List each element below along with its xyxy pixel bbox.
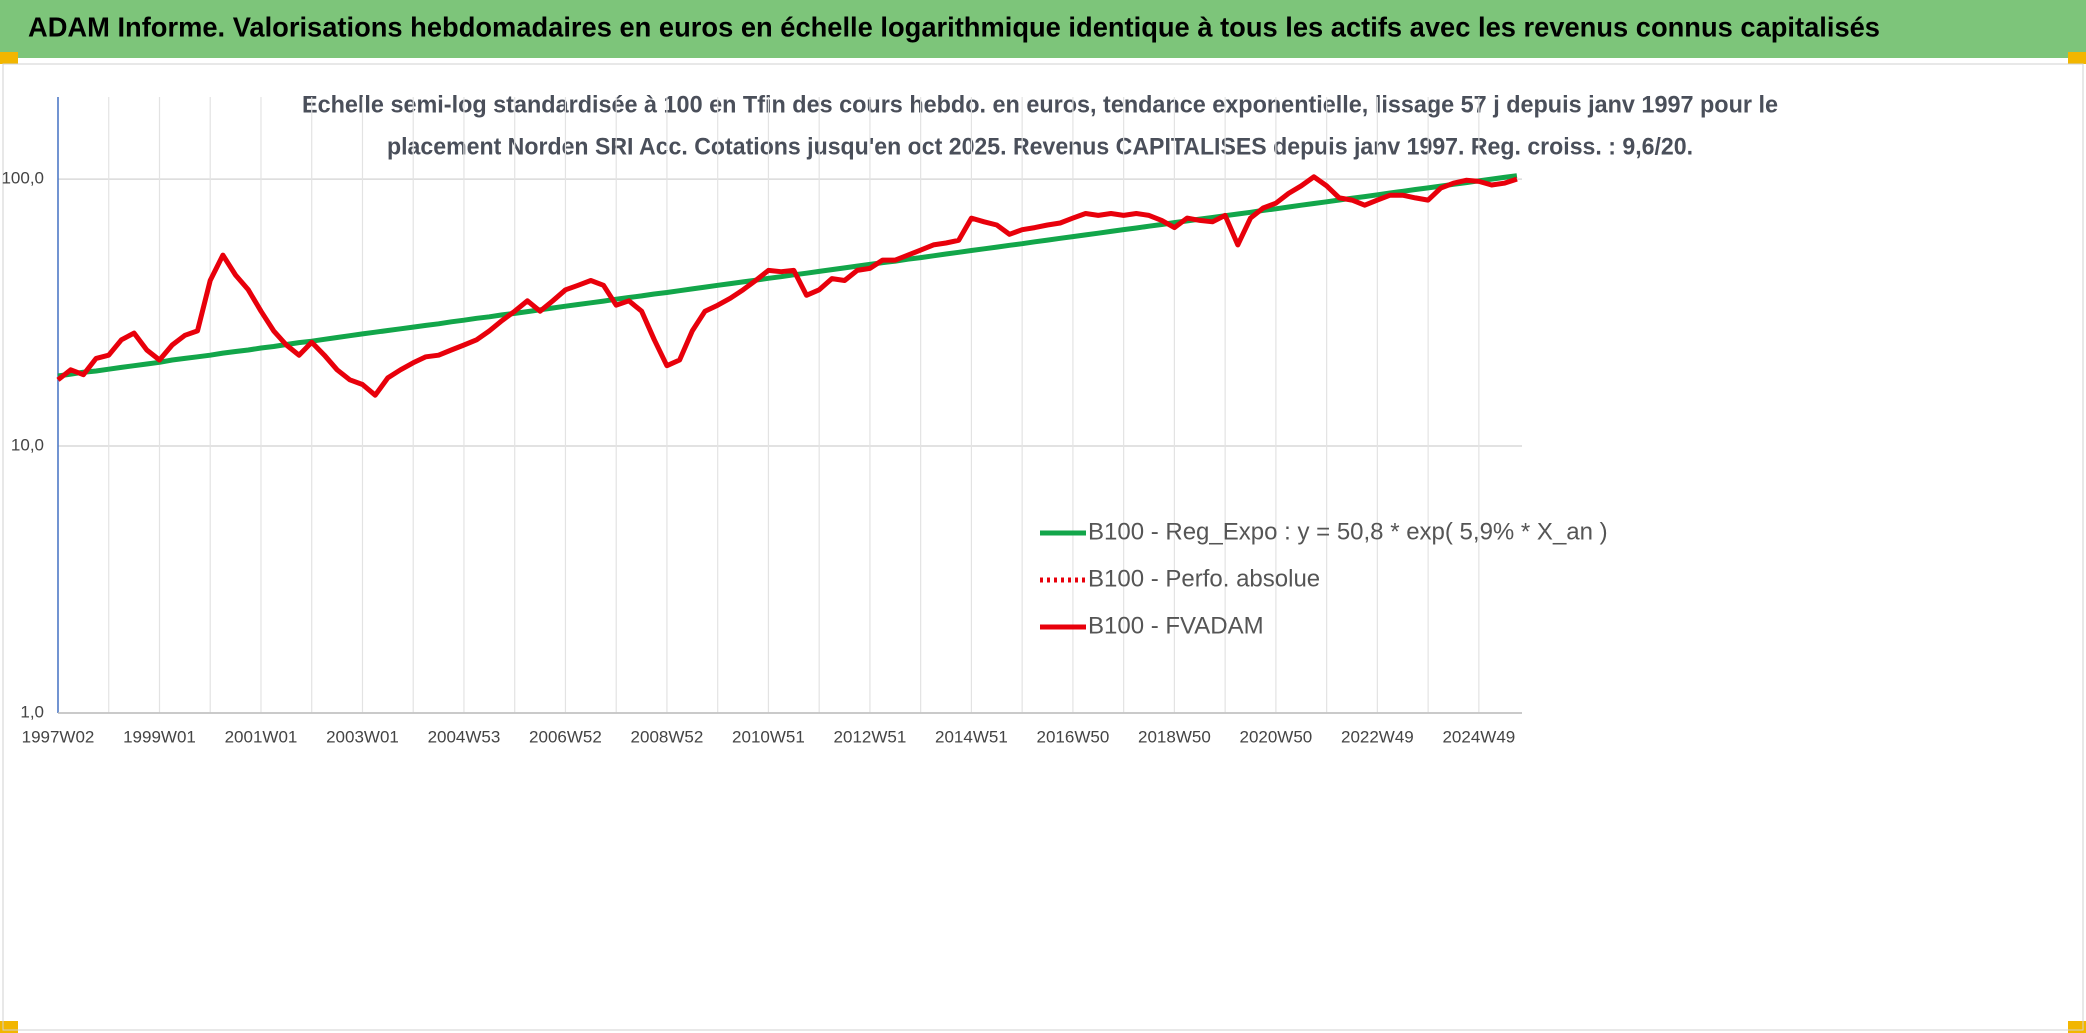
x-tick-label: 2001W01 bbox=[225, 727, 298, 746]
x-tick-label: 2018W50 bbox=[1138, 727, 1211, 746]
corner bbox=[0, 52, 18, 64]
chart-subtitle: placement Norden SRI Acc. Cotations jusq… bbox=[387, 133, 1693, 160]
frame bbox=[2, 63, 2084, 1031]
y-tick-label: 100,0 bbox=[1, 169, 44, 188]
x-tick-label: 1997W02 bbox=[22, 727, 95, 746]
chart-subtitle: Echelle semi-log standardisée à 100 en T… bbox=[302, 91, 1778, 118]
legend-label: B100 - Perfo. absolue bbox=[1088, 565, 1320, 592]
chart-header: ADAM Informe. Valorisations hebdomadaire… bbox=[28, 11, 1880, 42]
x-tick-label: 2024W49 bbox=[1442, 727, 1515, 746]
x-tick-label: 2008W52 bbox=[631, 727, 704, 746]
header-band bbox=[0, 0, 2086, 58]
y-tick-label: 10,0 bbox=[11, 436, 44, 455]
x-tick-label: 2020W50 bbox=[1239, 727, 1312, 746]
x-tick-label: 2006W52 bbox=[529, 727, 602, 746]
x-tick-label: 2016W50 bbox=[1037, 727, 1110, 746]
x-tick-label: 1999W01 bbox=[123, 727, 196, 746]
legend-label: B100 - FVADAM bbox=[1088, 612, 1264, 639]
x-tick-label: 2003W01 bbox=[326, 727, 399, 746]
x-tick-label: 2010W51 bbox=[732, 727, 805, 746]
x-tick-label: 2022W49 bbox=[1341, 727, 1414, 746]
corner bbox=[2068, 52, 2086, 64]
legend-label: B100 - Reg_Expo : y = 50,8 * exp( 5,9% *… bbox=[1088, 518, 1608, 545]
x-tick-label: 2012W51 bbox=[834, 727, 907, 746]
x-tick-label: 2014W51 bbox=[935, 727, 1008, 746]
y-tick-label: 1,0 bbox=[20, 702, 44, 721]
series-line bbox=[57, 173, 1518, 379]
series-line bbox=[56, 174, 1518, 398]
x-tick-label: 2004W53 bbox=[428, 727, 501, 746]
